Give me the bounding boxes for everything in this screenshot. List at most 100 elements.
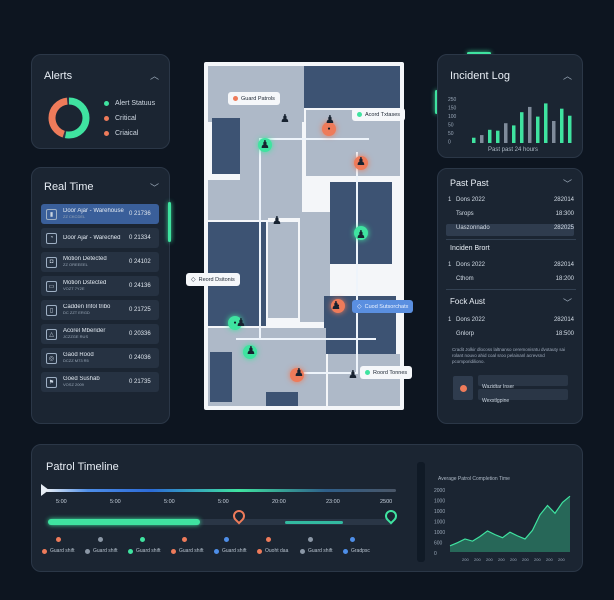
legend-label: Guard shift <box>179 548 204 554</box>
alert-code: 0 24136 <box>129 283 151 289</box>
realtime-alert-item[interactable]: ◎ Gaod Rood DCZZ M73 R5 0 24036 <box>41 348 159 368</box>
chevron-down-icon[interactable]: ﹀ <box>562 298 572 308</box>
info-row[interactable]: Tsrops 18:300 <box>448 211 574 217</box>
timeline-event-dot-icon <box>98 537 103 542</box>
realtime-scroll-accent[interactable] <box>168 202 171 242</box>
realtime-alert-item[interactable]: ◘ Motion Detected ZZ OREEEEL 0 24102 <box>41 252 159 272</box>
timeline-start-marker[interactable] <box>41 484 49 496</box>
person-icon[interactable]: ♟ <box>348 369 358 381</box>
completion-area <box>450 496 570 552</box>
legend-dot-icon <box>104 101 109 106</box>
map-tag[interactable]: ◇ Cuod Sutsorchatx <box>352 300 414 313</box>
alert-legend-label: Alert Statuus <box>115 100 156 107</box>
legend-label: Guard shift <box>93 548 118 554</box>
fock-item-2[interactable]: Wexstlgpine <box>478 389 568 404</box>
timeline-time-label: 5:00 <box>56 499 67 505</box>
timeline-progress-track[interactable] <box>48 519 393 525</box>
legend-dot-icon <box>128 548 133 554</box>
completion-title: Average Patrol Completion Time <box>438 476 510 482</box>
incident-bar <box>560 108 564 143</box>
map-tag-label: Cuod Sutsorchatx <box>364 303 409 310</box>
person-icon[interactable]: ♟ <box>272 215 282 227</box>
realtime-alert-item[interactable]: △ Acorel Mberider JCZZGE RUS 0 20336 <box>41 324 159 344</box>
info-row[interactable]: 1 Dons 2022 282014 <box>448 317 574 323</box>
completion-xtick: 200 <box>462 557 469 562</box>
person-icon[interactable]: ♟ <box>356 156 366 168</box>
row-index: 1 <box>448 317 452 323</box>
completion-ytick: 1000 <box>434 499 445 505</box>
row-value: 282025 <box>553 225 574 231</box>
chevron-up-icon[interactable]: ︿ <box>149 71 159 81</box>
alert-text: Motion Dstected VOZT 7Y2E <box>63 280 125 292</box>
incident-log-caption: Past past 24 hours <box>488 147 539 153</box>
info-row[interactable]: Gnlorp 18:500 <box>448 331 574 337</box>
realtime-alert-item[interactable]: ◔ Door Ajar - Wareched 0 21334 <box>41 228 159 248</box>
alert-text: Acorel Mberider JCZZGE RUS <box>63 328 125 340</box>
person-icon[interactable]: ♟ <box>246 345 256 357</box>
timeline-event-dot-icon <box>182 537 187 542</box>
person-icon[interactable]: ♟ <box>236 317 246 329</box>
alert-title: Cadden Infol tribo <box>63 304 111 310</box>
info-row[interactable]: 1 Dons 2022 282014 <box>448 262 574 268</box>
realtime-alert-item[interactable]: ▮ Door Ajar - Warehouse ZZ CKCDEL 0 21736 <box>41 204 159 224</box>
guard-location-pin-icon[interactable]: ● <box>228 316 242 330</box>
realtime-alert-item[interactable]: ▯ Cadden Infol tribo DC ZZT ERGD 0 21725 <box>41 300 159 320</box>
fock-item-1[interactable]: Wazidtar Inser <box>478 375 568 390</box>
map-tag-label: Guard Patrols <box>241 95 275 102</box>
screen-icon: ▭ <box>46 280 57 292</box>
person-icon[interactable]: ♟ <box>325 114 335 126</box>
alert-subtitle: DC ZZT ERGD <box>63 310 90 315</box>
map-marker-icon: ◇ <box>191 277 196 283</box>
fock-aust-avatar[interactable] <box>453 376 473 400</box>
timeline-event-dot-icon <box>350 537 355 542</box>
alert-location-pin-icon[interactable]: ● <box>354 156 368 170</box>
info-row[interactable]: Cthom 18:200 <box>448 276 574 282</box>
realtime-alert-item[interactable]: ▭ Motion Dstected VOZT 7Y2E 0 24136 <box>41 276 159 296</box>
clock-icon: ◔ <box>46 232 57 244</box>
alert-location-pin-icon[interactable]: ● <box>322 122 336 136</box>
incident-bar <box>504 123 508 143</box>
fock-aust-paragraph: Cradit Jolkir dlocoss laltnanso ceremoni… <box>452 347 566 364</box>
timeline-legend-item: Guard shift <box>42 548 74 554</box>
incident-ytick: 50 <box>448 131 454 137</box>
map-tag[interactable]: Acord Txtases <box>352 108 406 121</box>
timeline-time-label: 5:00 <box>110 499 121 505</box>
completion-ytick: 1000 <box>434 520 445 526</box>
patrol-timeline-title: Patrol Timeline <box>46 461 119 473</box>
timeline-track[interactable] <box>46 489 396 492</box>
alert-location-pin-icon[interactable]: ● <box>290 368 304 382</box>
fock-item-1-label: Wazidtar Inser <box>482 384 515 390</box>
row-label: Cthom <box>456 276 474 282</box>
row-index <box>448 211 456 217</box>
map-tag[interactable]: Roord Tonnes <box>360 366 413 379</box>
person-icon[interactable]: ♟ <box>331 300 341 312</box>
info-row[interactable]: 1 Dons 2022 282014 <box>448 197 574 203</box>
guard-location-pin-icon[interactable]: ● <box>354 226 368 240</box>
person-icon[interactable]: ♟ <box>356 229 366 241</box>
map-tag[interactable]: ◇ Reord Dsitonis <box>186 273 240 286</box>
person-icon[interactable]: ♟ <box>294 367 304 379</box>
timeline-teal-segment <box>285 521 343 524</box>
info-row[interactable]: Uaszonnado 282025 <box>448 225 574 231</box>
timeline-event-dot-icon <box>308 537 313 542</box>
past-highlight-row[interactable] <box>446 224 574 236</box>
chevron-down-icon[interactable]: ﹀ <box>562 179 572 189</box>
chevron-down-icon[interactable]: ﹀ <box>149 183 159 193</box>
chevron-up-icon[interactable]: ︿ <box>562 71 572 81</box>
row-index <box>448 276 456 282</box>
completion-area-chart: 2000 1000 1000 1000 1000 600 0 200 200 200 200 200 2… <box>434 488 571 562</box>
alert-location-pin-icon[interactable]: ● <box>331 299 345 313</box>
map-tag[interactable]: Guard Patrols <box>228 92 280 105</box>
person-icon[interactable]: ♟ <box>260 139 270 151</box>
fock-aust-title: Fock Aust <box>450 297 486 306</box>
incident-log-title: Incident Log <box>450 70 510 82</box>
guard-location-pin-icon[interactable]: ● <box>258 138 272 152</box>
realtime-alert-item[interactable]: ⚑ Goed Sushab VOSZ 2009 0 21735 <box>41 372 159 392</box>
past-divider <box>446 239 576 240</box>
guard-location-pin-icon[interactable]: ● <box>243 345 257 359</box>
completion-ytick: 2000 <box>434 488 445 494</box>
legend-label: Gradpsc <box>351 548 370 554</box>
person-icon[interactable]: ♟ <box>280 113 290 125</box>
completion-xtick: 200 <box>486 557 493 562</box>
row-value: 18:300 <box>555 211 574 217</box>
